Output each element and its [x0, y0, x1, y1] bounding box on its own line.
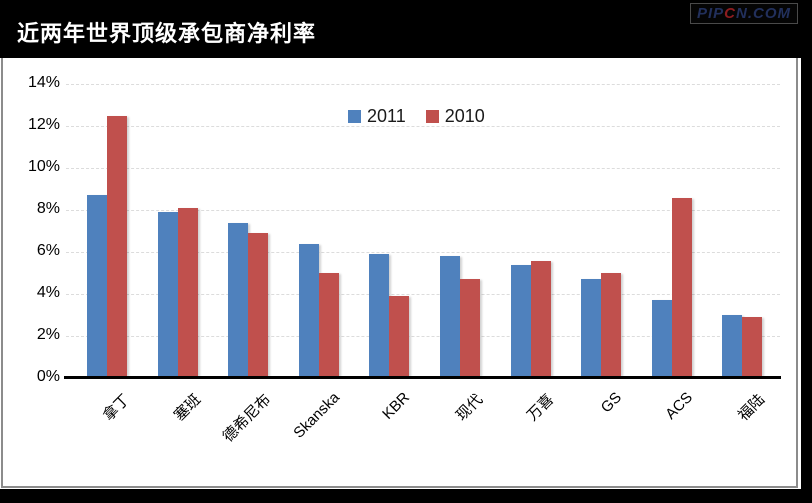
- legend-swatch-2010: [425, 110, 439, 123]
- bar-2011-福陆: [722, 315, 743, 376]
- y-tick-12%: 12%: [27, 116, 60, 133]
- y-tick-8%: 8%: [36, 200, 60, 217]
- bar-2011-GS: [581, 279, 602, 376]
- x-axis-line: [64, 376, 781, 379]
- bar-2011-万喜: [510, 264, 531, 376]
- gridline-4pct: [66, 294, 780, 295]
- bar-2011-拿丁: [87, 195, 107, 376]
- bar-2011-塞班: [157, 212, 178, 376]
- legend-item-2010: 2010: [425, 106, 485, 127]
- bar-2010-拿丁: [107, 115, 127, 376]
- bar-2011-ACS: [651, 300, 672, 376]
- chart-panel: [1, 58, 798, 488]
- bar-2010-GS: [601, 273, 622, 376]
- bar-2011-Skanska: [298, 243, 319, 376]
- y-tick-0%: 0%: [36, 368, 60, 385]
- legend: 2011 2010: [348, 106, 485, 127]
- gridline-10pct: [66, 168, 780, 169]
- bar-2010-塞班: [177, 208, 198, 376]
- bar-2010-Skanska: [318, 273, 339, 376]
- gridline-2pct: [66, 336, 780, 337]
- bar-2010-德希尼布: [248, 233, 269, 376]
- gridline-14pct: [66, 84, 780, 85]
- bar-2011-现代: [440, 256, 460, 376]
- bar-2010-KBR: [389, 296, 410, 376]
- gridline-12pct: [66, 126, 780, 127]
- y-tick-14%: 14%: [27, 74, 60, 91]
- legend-label-2010: 2010: [444, 106, 485, 126]
- logo-text-post: N.COM: [736, 5, 791, 22]
- bar-2011-KBR: [369, 254, 390, 376]
- bar-2010-万喜: [530, 260, 551, 376]
- logo-text-c: C: [724, 5, 736, 22]
- y-tick-10%: 10%: [27, 158, 60, 175]
- bar-2011-德希尼布: [228, 222, 249, 376]
- bar-2010-福陆: [742, 317, 763, 376]
- bar-2010-ACS: [671, 197, 692, 376]
- bottom-frame-strip: [0, 489, 812, 503]
- legend-label-2011: 2011: [367, 106, 406, 126]
- bar-2010-现代: [460, 279, 480, 376]
- chart-title: 近两年世界顶级承包商净利率: [17, 21, 317, 46]
- legend-item-2011: 2011: [348, 106, 406, 127]
- gridline-6pct: [66, 252, 780, 253]
- title-bar: 近两年世界顶级承包商净利率 PIP C N.COM: [0, 0, 812, 58]
- legend-swatch-2011: [348, 110, 361, 123]
- y-tick-2%: 2%: [36, 326, 60, 343]
- gridline-8pct: [66, 210, 780, 211]
- pipcn-logo: PIP C N.COM: [689, 3, 798, 24]
- logo-text-pre: PIP: [696, 5, 725, 22]
- right-frame-strip: [801, 0, 812, 503]
- y-tick-4%: 4%: [36, 284, 60, 301]
- y-tick-6%: 6%: [36, 242, 60, 259]
